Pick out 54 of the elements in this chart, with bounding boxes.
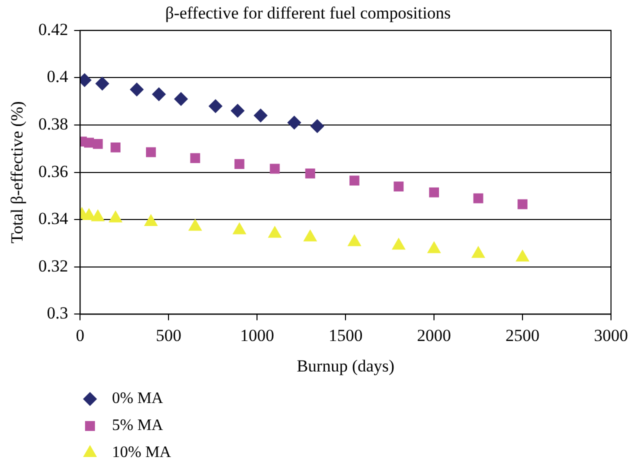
point [287, 116, 302, 130]
point [349, 176, 360, 186]
y-tick-label: 0.3 [46, 304, 68, 323]
point [394, 182, 404, 192]
point [473, 193, 484, 204]
x-tick-label: 2000 [417, 326, 452, 345]
point [305, 168, 316, 178]
point [392, 238, 406, 250]
point [130, 82, 144, 97]
y-tick-label: 0.36 [38, 162, 68, 181]
point [516, 249, 530, 262]
point [518, 199, 528, 210]
point [108, 210, 122, 222]
point [254, 108, 268, 123]
chart-title: β-effective for different fuel compositions [165, 4, 451, 23]
point [347, 234, 362, 246]
y-axis-title: Total β-effective (%) [8, 101, 27, 244]
y-tick-label: 0.34 [38, 209, 69, 228]
point [208, 99, 223, 114]
point [429, 187, 439, 198]
point [188, 218, 202, 231]
x-axis-title: Burnup (days) [296, 356, 394, 376]
x-tick-label: 500 [156, 326, 182, 345]
point [82, 208, 96, 220]
y-tick-label: 0.38 [38, 114, 68, 134]
x-tick-label: 2500 [506, 326, 540, 345]
point [190, 153, 200, 164]
x-tick-label: 0 [76, 326, 84, 345]
legend-label: 0% MA [112, 390, 164, 408]
y-tick-label: 0.4 [46, 67, 69, 86]
point [174, 92, 188, 106]
point [471, 246, 486, 258]
point [234, 159, 244, 169]
point [230, 104, 245, 118]
point [92, 138, 103, 149]
point [270, 164, 280, 174]
point [427, 241, 441, 254]
point [232, 222, 246, 234]
point [90, 209, 105, 222]
legend-label: 10% MA [112, 444, 172, 462]
x-tick-label: 3000 [594, 326, 628, 345]
point [303, 229, 318, 242]
point [144, 214, 158, 226]
x-tick-label: 1000 [240, 326, 274, 345]
point [310, 119, 324, 134]
y-tick-label: 0.32 [38, 256, 68, 276]
point [152, 87, 166, 102]
y-tick-label: 0.42 [38, 20, 68, 39]
point [95, 76, 110, 91]
point [268, 226, 282, 238]
legend-label: 5% MA [112, 417, 164, 434]
x-tick-label: 1500 [328, 326, 363, 345]
point [146, 147, 156, 158]
point [110, 142, 120, 152]
